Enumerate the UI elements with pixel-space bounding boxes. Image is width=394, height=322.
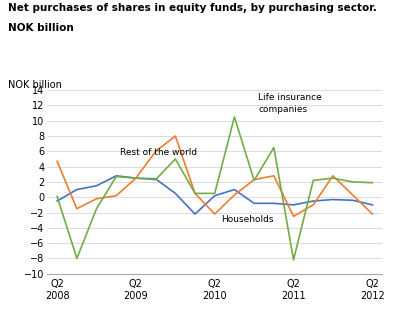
Text: NOK billion: NOK billion <box>8 23 74 33</box>
Text: Households: Households <box>221 215 273 224</box>
Text: Rest of the world: Rest of the world <box>120 148 197 157</box>
Text: NOK billion: NOK billion <box>8 80 62 90</box>
Text: Life insurance
companies: Life insurance companies <box>258 93 322 114</box>
Text: Net purchases of shares in equity funds, by purchasing sector.: Net purchases of shares in equity funds,… <box>8 3 377 13</box>
